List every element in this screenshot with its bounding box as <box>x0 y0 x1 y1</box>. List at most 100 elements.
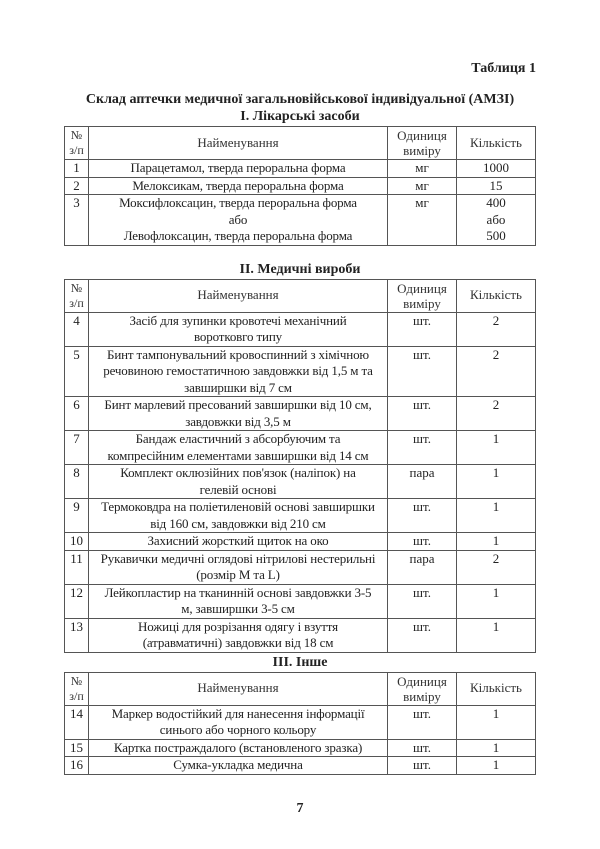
header-unit-line: виміру <box>403 688 441 704</box>
row-qty: 1 <box>456 430 536 465</box>
row-qty-line: або <box>486 211 506 227</box>
row-num: 3 <box>64 194 89 246</box>
row-name: Маркер водостійкий для нанесення інформа… <box>88 704 388 740</box>
header-unit-line: виміру <box>403 295 441 311</box>
document-title: Склад аптечки медичної загальновійськово… <box>85 92 515 107</box>
row-name-line: Сумка-укладка медична <box>173 757 303 772</box>
table-row: 11 Рукавички медичні оглядові нітрилові … <box>64 549 536 585</box>
row-name-line: Парацетамол, тверда пероральна форма <box>130 160 346 175</box>
row-unit: пара <box>387 549 457 585</box>
section-table: № з/п Найменування Одиниця виміру Кількіст… <box>64 278 536 653</box>
table-row: 8 Комплект оклюзійних пов'язок (наліпок)… <box>64 464 536 499</box>
table-row: 12 Лейкопластир на тканинній основі завд… <box>64 583 536 619</box>
row-unit: шт. <box>387 704 457 740</box>
row-unit: шт. <box>387 498 457 533</box>
row-unit: шт. <box>387 345 457 397</box>
header-name: Найменування <box>88 278 388 313</box>
row-name: Термоковдра на поліетиленовій основі зав… <box>88 498 388 533</box>
row-unit: шт. <box>387 756 457 775</box>
header-name: Найменування <box>88 126 388 160</box>
row-unit: шт. <box>387 617 457 653</box>
row-qty: 2 <box>456 549 536 585</box>
header-name: Найменування <box>88 671 388 706</box>
row-qty: 1 <box>456 464 536 499</box>
row-qty-line: 1 <box>492 533 500 548</box>
row-qty-line: 2 <box>492 312 500 328</box>
row-qty-line: 1 <box>492 584 500 600</box>
row-qty-line: 1 <box>492 499 500 514</box>
row-qty-line: 2 <box>492 346 500 362</box>
table-row: 4 Засіб для зупинки кровотечі механічний… <box>64 311 536 347</box>
row-name: Лейкопластир на тканинній основі завдовж… <box>88 583 388 619</box>
row-num: 5 <box>64 345 89 397</box>
row-name-line: завдовжки від 3,5 м <box>185 413 291 429</box>
row-name-line: Картка постраждалого (встановленого зраз… <box>113 739 363 755</box>
row-qty-line: 500 <box>486 228 506 243</box>
row-name-line: Ножиці для розрізання одягу і взуття <box>138 618 338 634</box>
row-name: Бинт марлевий пресований завширшки від 1… <box>88 396 388 431</box>
row-qty-line: 1 <box>492 431 500 446</box>
row-name: Бандаж еластичний з абсорбуючим та компре… <box>88 430 388 465</box>
row-name-line: Левофлоксацин, тверда пероральна форма <box>123 228 353 243</box>
row-name-line: гелевій основі <box>199 481 277 497</box>
table-row: 6 Бинт марлевий пресований завширшки від… <box>64 396 536 431</box>
row-qty: 1 <box>456 617 536 653</box>
row-name-line: м, завширшки 3-5 см <box>181 601 295 616</box>
row-qty-line: 1 <box>492 739 500 755</box>
row-name-line: компресійним елементами завширшки від 14… <box>107 447 369 463</box>
row-unit: мг <box>387 159 457 178</box>
header-qty: Кількість <box>456 671 536 706</box>
header-unit-line: Одиниця <box>397 673 447 689</box>
row-qty: 1 <box>456 498 536 533</box>
row-name-line: Рукавички медичні оглядові нітрилові нес… <box>100 550 376 566</box>
row-name: Бинт тампонувальний кровоспинний з хіміч… <box>88 345 388 397</box>
sections: І. Лікарські засоби № з/п Найменування Од… <box>64 109 536 775</box>
row-name-line: або <box>228 211 248 227</box>
row-name: Рукавички медичні оглядові нітрилові нес… <box>88 549 388 585</box>
row-name-line: Маркер водостійкий для нанесення інформа… <box>111 705 365 721</box>
row-name: Комплект оклюзійних пов'язок (наліпок) н… <box>88 464 388 499</box>
page-number: 7 <box>296 801 304 816</box>
row-num: 11 <box>64 549 89 585</box>
row-num: 1 <box>64 159 89 178</box>
row-name-line: Захисний жорсткий щиток на око <box>147 533 329 548</box>
header-num-line: № <box>70 673 83 688</box>
row-num: 8 <box>64 464 89 499</box>
table-row: 2 Мелоксикам, тверда пероральна форма мг… <box>64 176 536 195</box>
row-num: 12 <box>64 583 89 619</box>
row-qty: 2 <box>456 311 536 347</box>
row-unit: мг <box>387 176 457 195</box>
header-num: № з/п <box>64 126 89 160</box>
row-num: 15 <box>64 738 89 757</box>
row-name-line: речовиною гемостатичною завдовжки від 1,… <box>103 363 373 378</box>
row-name: Моксифлоксацин, тверда пероральна форма а… <box>88 194 388 246</box>
header-unit: Одиниця виміру <box>387 278 457 313</box>
section-title: ІІ. Медичні вироби <box>239 261 361 277</box>
table-row: 10 Захисний жорсткий щиток на око шт. 1 <box>64 532 536 551</box>
table-row: 16 Сумка-укладка медична шт. 1 <box>64 756 536 775</box>
row-num: 9 <box>64 498 89 533</box>
row-unit: пара <box>387 464 457 499</box>
row-name: Захисний жорсткий щиток на око <box>88 532 388 551</box>
row-name-line: Бинт тампонувальний кровоспинний з хіміч… <box>107 346 369 362</box>
row-unit: шт. <box>387 311 457 347</box>
row-name-line: синього або чорного кольору <box>159 722 317 737</box>
row-unit: шт. <box>387 583 457 619</box>
header-num: № з/п <box>64 278 89 313</box>
row-qty: 2 <box>456 345 536 397</box>
row-name-line: Бинт марлевий пресований завширшки від 1… <box>104 397 372 412</box>
table-row: 7 Бандаж еластичний з абсорбуючим та комп… <box>64 430 536 465</box>
row-name-line: (розмір M та L) <box>196 567 280 582</box>
row-name-line: завширшки від 7 см <box>184 379 292 395</box>
row-name-line: Моксифлоксацин, тверда пероральна форма <box>119 195 357 210</box>
row-qty-line: 1 <box>492 757 500 772</box>
header-unit: Одиниця виміру <box>387 671 457 706</box>
row-qty: 1 <box>456 704 536 740</box>
table-row: 1 Парацетамол, тверда пероральна форма м… <box>64 159 536 178</box>
table-header: № з/п Найменування Одиниця виміру Кількіст… <box>64 671 536 706</box>
row-name: Мелоксикам, тверда пероральна форма <box>88 176 388 195</box>
row-qty: 1 <box>456 738 536 757</box>
row-qty: 1000 <box>456 159 536 178</box>
row-name-line: Комплект оклюзійних пов'язок (наліпок) н… <box>120 465 356 480</box>
row-name: Засіб для зупинки кровотечі механічний во… <box>88 311 388 347</box>
